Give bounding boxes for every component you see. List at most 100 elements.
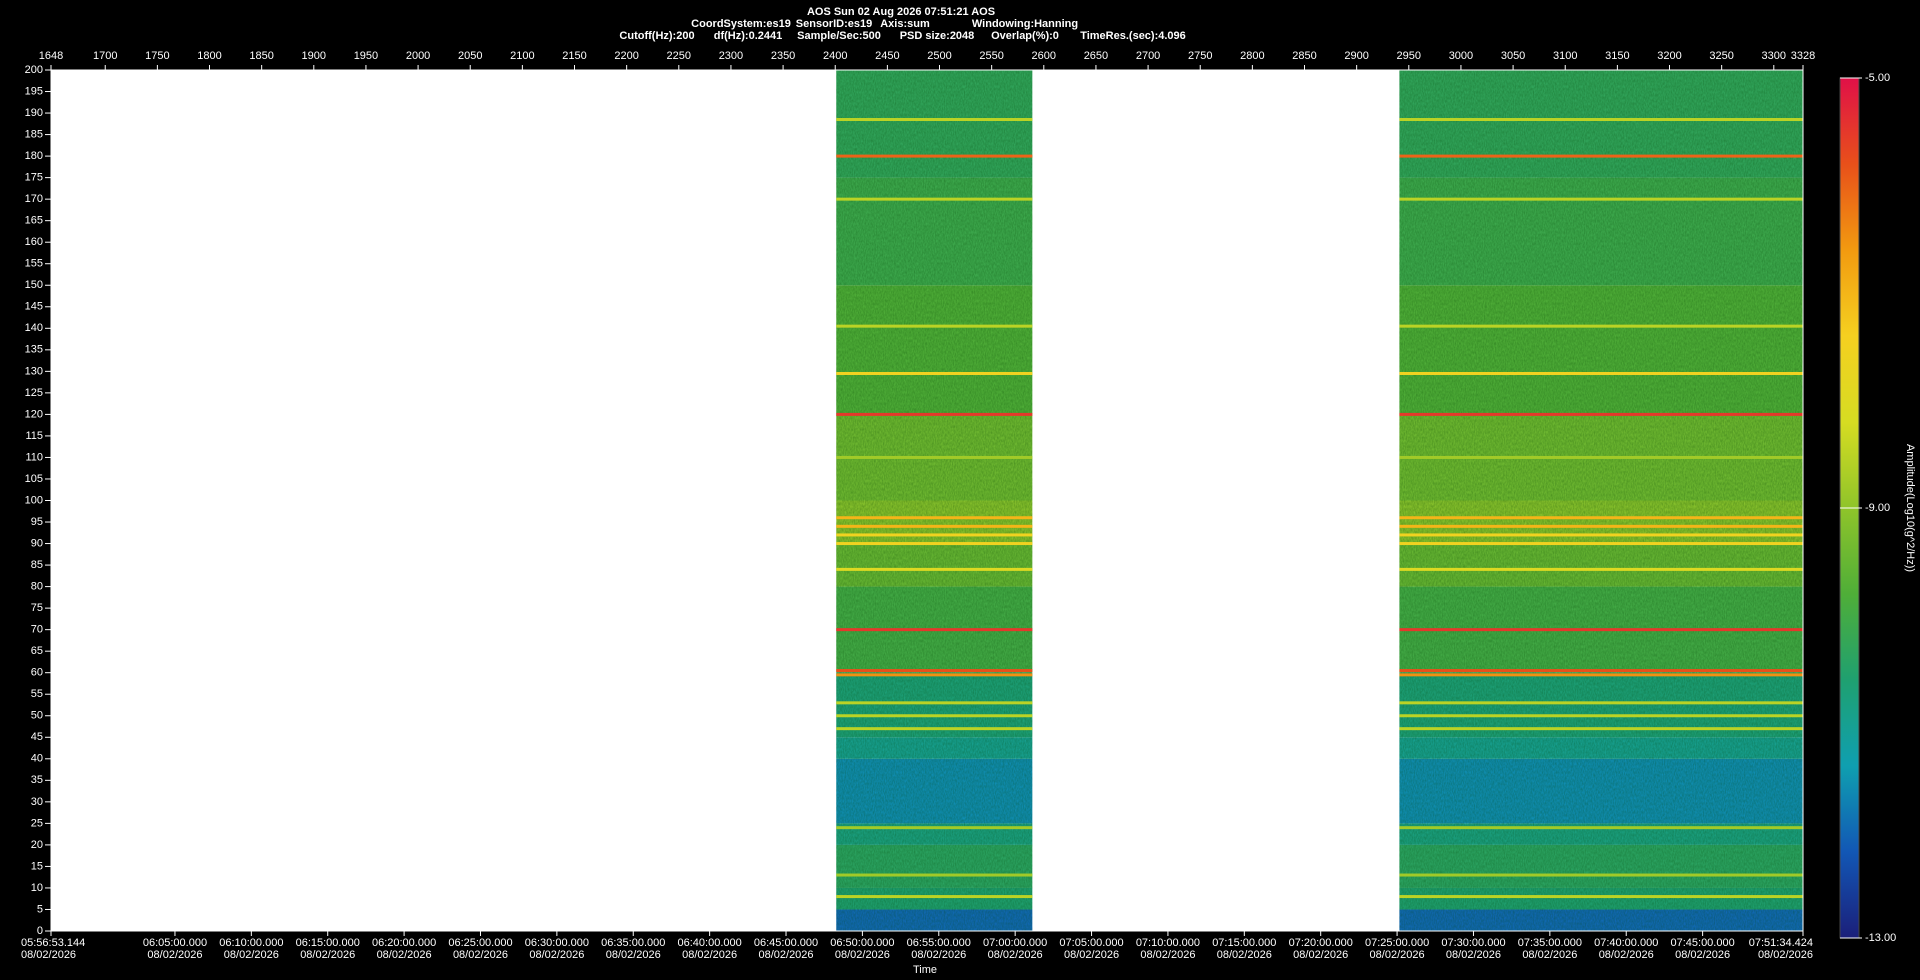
tone-line (836, 727, 1033, 731)
y-tick-label: 195 (25, 85, 43, 97)
info: df(Hz):0.2441 (714, 30, 782, 42)
x2-tick-date: 08/02/2026 (1599, 949, 1654, 961)
x2-tick-label: 06:10:00.000 (219, 937, 283, 949)
x2-tick-label: 07:51:34.424 (1749, 937, 1813, 949)
tone-line (1399, 516, 1803, 520)
x2-tick-label: 06:25:00.000 (448, 937, 512, 949)
noise-texture (1399, 70, 1803, 931)
tone-line (1399, 533, 1803, 537)
x2-tick-label: 07:25:00.000 (1365, 937, 1429, 949)
x2-tick-label: 06:40:00.000 (678, 937, 742, 949)
tone-line (836, 154, 1033, 158)
y-tick-label: 65 (31, 645, 43, 657)
x-tick-label: 2500 (927, 50, 951, 62)
info: Sample/Sec:500 (797, 30, 881, 42)
info: Cutoff(Hz):200 (619, 30, 694, 42)
tone-line (1399, 895, 1803, 899)
y-tick-label: 30 (31, 796, 43, 808)
x2-tick-date: 08/02/2026 (1758, 949, 1813, 961)
x2-tick-date: 08/02/2026 (453, 949, 508, 961)
tone-line (836, 542, 1033, 546)
x2-tick-date: 08/02/2026 (224, 949, 279, 961)
x-tick-label: 2900 (1344, 50, 1368, 62)
x2-tick-date: 08/02/2026 (1370, 949, 1425, 961)
x-tick-label: 2350 (771, 50, 795, 62)
y-tick-label: 180 (25, 150, 43, 162)
x2-tick-date: 08/02/2026 (377, 949, 432, 961)
tone-line (1399, 826, 1803, 830)
y-tick-label: 10 (31, 882, 43, 894)
tone-line (836, 567, 1033, 571)
x-tick-label: 1850 (249, 50, 273, 62)
x2-tick-date: 08/02/2026 (911, 949, 966, 961)
y-tick-label: 45 (31, 731, 43, 743)
y-tick-label: 135 (25, 344, 43, 356)
y-tick-label: 160 (25, 236, 43, 248)
tone-line (836, 873, 1033, 877)
x2-tick-label: 06:05:00.000 (143, 937, 207, 949)
tone-line (1399, 628, 1803, 632)
tone-line (1399, 673, 1803, 677)
tone-line (1399, 412, 1803, 416)
x2-tick-date: 08/02/2026 (682, 949, 737, 961)
tone-line (1399, 372, 1803, 376)
tone-line (836, 524, 1033, 528)
x-tick-label: 2300 (719, 50, 743, 62)
tone-line (1399, 669, 1803, 673)
x-tick-label: 2450 (875, 50, 899, 62)
tone-line (1399, 524, 1803, 528)
y-tick-label: 120 (25, 408, 43, 420)
y-tick-label: 130 (25, 365, 43, 377)
y-tick-label: 40 (31, 753, 43, 765)
x-tick-label: 2050 (458, 50, 482, 62)
info: TimeRes.(sec):4.096 (1080, 30, 1186, 42)
y-tick-label: 200 (25, 64, 43, 76)
y-tick-label: 190 (25, 107, 43, 119)
x-tick-label: 2550 (979, 50, 1003, 62)
tone-line (836, 324, 1033, 328)
y-tick-label: 75 (31, 602, 43, 614)
y-tick-label: 35 (31, 774, 43, 786)
x2-tick-label: 06:20:00.000 (372, 937, 436, 949)
tone-line (836, 669, 1033, 673)
x-tick-label: 1950 (354, 50, 378, 62)
x-tick-label: 2150 (562, 50, 586, 62)
tone-line (1399, 118, 1803, 122)
tone-line (836, 714, 1033, 718)
heatmap (836, 70, 1803, 931)
x2-tick-date: 08/02/2026 (147, 949, 202, 961)
colorbar-tick-label: -9.00 (1865, 502, 1890, 514)
y-tick-label: 15 (31, 860, 43, 872)
tone-line (836, 118, 1033, 122)
x-tick-label: 3300 (1762, 50, 1786, 62)
info: Overlap(%):0 (991, 30, 1059, 42)
x-tick-label: 1750 (145, 50, 169, 62)
x-tick-label: 3250 (1709, 50, 1733, 62)
x2-tick-date: 08/02/2026 (606, 949, 661, 961)
x2-tick-label: 07:00:00.000 (983, 937, 1047, 949)
y-tick-label: 145 (25, 301, 43, 313)
x2-tick-date: 08/02/2026 (1675, 949, 1730, 961)
x2-tick-date: 08/02/2026 (1217, 949, 1272, 961)
y-tick-label: 115 (25, 430, 43, 442)
y-tick-label: 20 (31, 839, 43, 851)
y-tick-label: 95 (31, 516, 43, 528)
y-tick-label: 5 (37, 903, 43, 915)
tone-line (836, 533, 1033, 537)
x-tick-label: 3150 (1605, 50, 1629, 62)
x-tick-label: 2850 (1292, 50, 1316, 62)
x-tick-label: 3200 (1657, 50, 1681, 62)
x-tick-label: 3100 (1553, 50, 1577, 62)
y-tick-label: 125 (25, 387, 43, 399)
noise-texture (836, 70, 1033, 931)
x2-tick-date: 08/02/2026 (1522, 949, 1577, 961)
tone-line (1399, 154, 1803, 158)
x-tick-label: 2000 (406, 50, 430, 62)
x-tick-label: 2650 (1084, 50, 1108, 62)
x-tick-label: 1648 (39, 50, 63, 62)
tone-line (1399, 701, 1803, 705)
colorbar-title: Amplitude(Log10(g^2/Hz)) (1904, 444, 1916, 572)
x2-tick-label: 06:30:00.000 (525, 937, 589, 949)
